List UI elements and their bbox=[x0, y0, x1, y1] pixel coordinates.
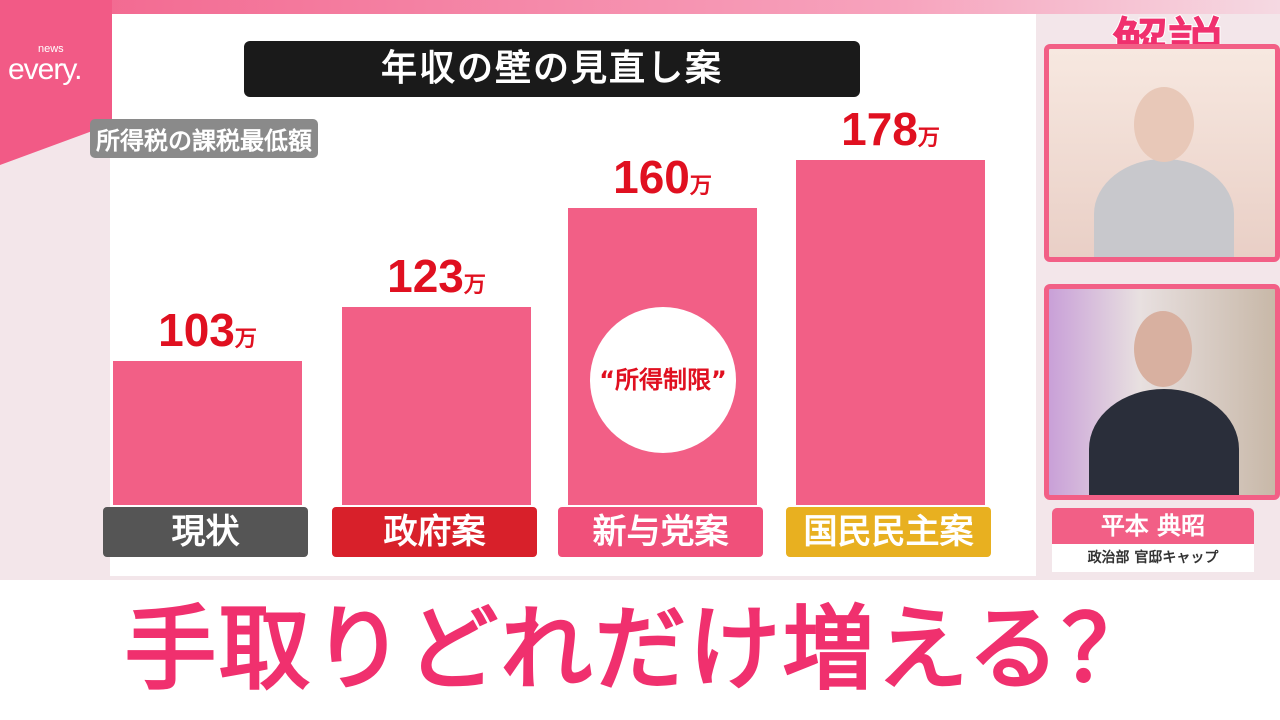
value-label: 160万 bbox=[613, 151, 712, 204]
category-label: 現状 bbox=[103, 507, 308, 557]
reporter-video bbox=[1044, 284, 1280, 500]
reporter-head bbox=[1134, 311, 1192, 387]
logo-small: news bbox=[38, 43, 64, 55]
caption: 手取りどれだけ増える？ bbox=[0, 580, 1280, 720]
top-band bbox=[0, 0, 1280, 14]
reporter-figure bbox=[1089, 389, 1239, 495]
chart-subtitle: 所得税の課税最低額 bbox=[90, 119, 318, 158]
speaker-name: 平本 典昭 bbox=[1052, 508, 1254, 544]
bar-0 bbox=[113, 361, 302, 505]
value-label: 123万 bbox=[387, 250, 486, 303]
anchor-figure bbox=[1094, 159, 1234, 257]
category-label: 政府案 bbox=[332, 507, 537, 557]
nameplate: 平本 典昭 政治部 官邸キャップ bbox=[1052, 508, 1254, 572]
bar-1 bbox=[342, 307, 531, 505]
anchor-video bbox=[1044, 44, 1280, 262]
logo-main: every. bbox=[8, 53, 82, 86]
value-label: 178万 bbox=[841, 103, 940, 156]
annotation-badge: “所得制限” bbox=[590, 307, 736, 453]
speaker-role: 政治部 官邸キャップ bbox=[1052, 544, 1254, 572]
anchor-head bbox=[1134, 87, 1194, 162]
chart-title: 年収の壁の見直し案 bbox=[244, 41, 860, 97]
value-label: 103万 bbox=[158, 304, 257, 357]
bar-3 bbox=[796, 160, 985, 505]
category-label: 国民民主案 bbox=[786, 507, 991, 557]
category-label: 新与党案 bbox=[558, 507, 763, 557]
